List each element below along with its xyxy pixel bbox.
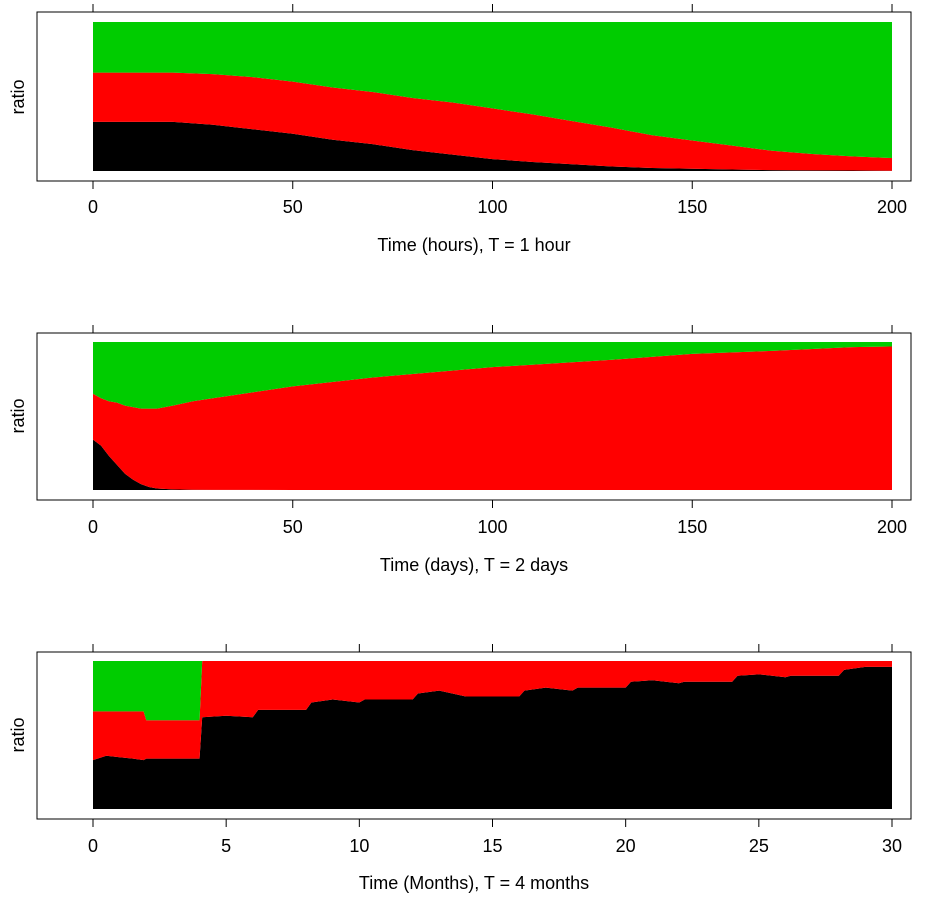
x-tick-label: 0	[88, 836, 98, 856]
area-series-2	[93, 661, 892, 721]
x-tick-label: 100	[477, 517, 507, 537]
plot-frame	[36, 332, 912, 501]
x-axis-title: Time (hours), T = 1 hour	[377, 235, 570, 255]
x-tick-label: 20	[616, 836, 636, 856]
area-series-1	[93, 661, 892, 761]
x-tick-label: 150	[677, 517, 707, 537]
x-tick-label: 25	[749, 836, 769, 856]
y-axis-title: ratio	[8, 79, 28, 114]
area-series-1	[93, 72, 892, 171]
area-series-0	[93, 666, 892, 809]
y-axis-title: ratio	[8, 398, 28, 433]
area-series-2	[93, 22, 892, 159]
chart-panel-months: 0 5 10 15 20 25 30 Time (Months), T = 4 months r…	[8, 644, 912, 893]
x-tick-label: 200	[877, 197, 907, 217]
x-tick-label: 15	[482, 836, 502, 856]
x-tick-label: 10	[349, 836, 369, 856]
area-series-2	[93, 342, 892, 409]
x-tick-label: 100	[477, 197, 507, 217]
x-tick-label: 5	[221, 836, 231, 856]
chart-panel-hours: 0 50 100 150 200 Time (hours), T = 1 hour rati…	[8, 4, 912, 255]
plot-frame	[36, 651, 912, 820]
area-series-0	[93, 121, 892, 171]
x-axis-title: Time (days), T = 2 days	[380, 555, 568, 575]
x-tick-label: 200	[877, 517, 907, 537]
y-axis-title: ratio	[8, 717, 28, 752]
x-tick-label: 0	[88, 517, 98, 537]
x-tick-label: 150	[677, 197, 707, 217]
x-axis-title: Time (Months), T = 4 months	[359, 873, 589, 893]
plot-frame	[36, 11, 912, 182]
x-tick-label: 50	[283, 517, 303, 537]
x-tick-label: 50	[283, 197, 303, 217]
area-series-1	[93, 346, 892, 490]
chart-panel-days: 0 50 100 150 200 Time (days), T = 2 days ratio	[8, 325, 912, 575]
x-tick-label: 30	[882, 836, 902, 856]
x-tick-label: 0	[88, 197, 98, 217]
